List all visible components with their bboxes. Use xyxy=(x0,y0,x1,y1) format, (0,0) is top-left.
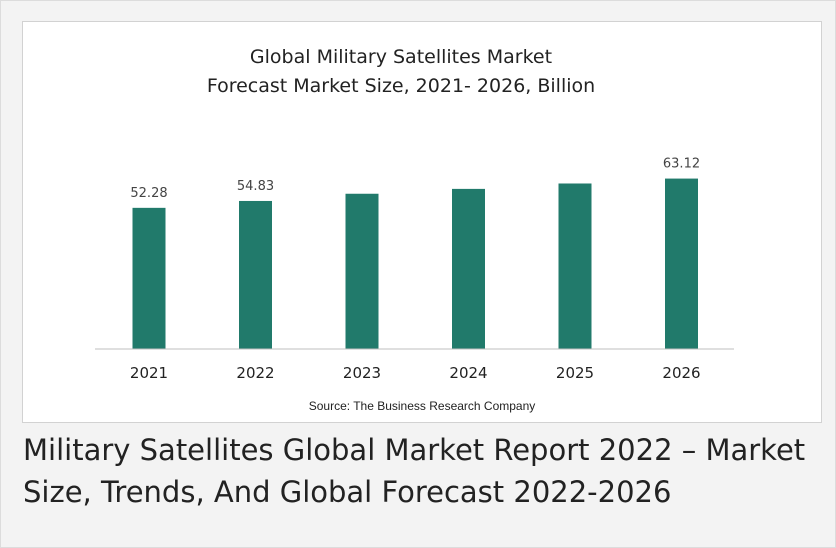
x-tick-label-2025: 2025 xyxy=(556,364,594,382)
data-label-2022: 54.83 xyxy=(237,179,274,194)
x-tick-label-2021: 2021 xyxy=(130,364,168,382)
chart-title: Global Military Satellites Market xyxy=(250,46,552,68)
data-label-2021: 52.28 xyxy=(130,186,167,201)
bar-2025 xyxy=(558,183,592,349)
x-tick-label-2022: 2022 xyxy=(236,364,274,382)
x-tick-label-2026: 2026 xyxy=(662,364,700,382)
bars-layer: 2021 52.28 2022 54.83 2023 2024 2025 2026 63.12 xyxy=(130,157,701,382)
x-tick-label-2023: 2023 xyxy=(343,364,381,382)
bar-2023 xyxy=(345,193,379,349)
bar-2026 xyxy=(665,178,698,349)
data-label-2026: 63.12 xyxy=(663,157,700,172)
report-title-caption: Military Satellites Global Market Report… xyxy=(23,433,806,509)
bar-2024 xyxy=(452,188,485,349)
chart-source: Source: The Business Research Company xyxy=(309,399,536,413)
bar-chart: Global Military Satellites Market Foreca… xyxy=(95,46,734,413)
chart-panel: Global Military Satellites Market Foreca… xyxy=(22,21,822,423)
bar-2021 xyxy=(132,207,166,349)
x-tick-label-2024: 2024 xyxy=(449,364,487,382)
bar-2022 xyxy=(239,200,272,349)
chart-subtitle: Forecast Market Size, 2021- 2026, Billio… xyxy=(207,75,595,97)
